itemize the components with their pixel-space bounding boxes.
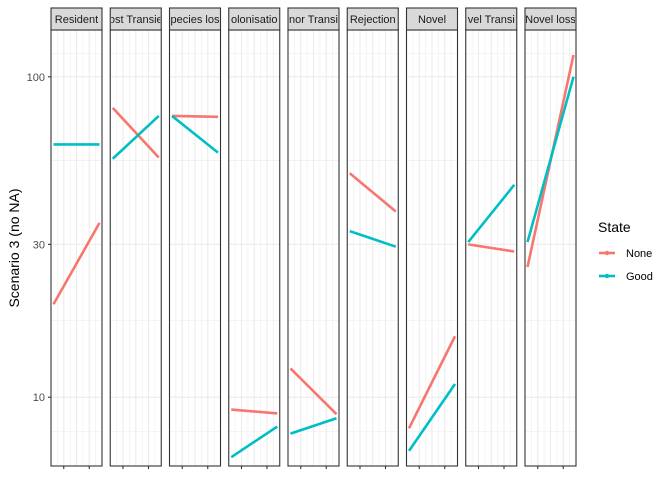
panel-series-group [111,106,160,160]
y-tick-label: 100 [27,72,45,84]
strip-text-group: vel Transi [468,14,515,26]
legend-label-good: Good [626,271,653,283]
strip-background [109,7,162,31]
strip-text-group: Novel [418,14,446,26]
facet-panel: vel Transi [465,7,518,467]
strip-text-group: Rejection [350,14,396,26]
legend-key-dot-good [604,273,610,279]
strip-label: pecies los [171,14,220,26]
strip-label: Rejection [350,14,396,26]
strip-label: Novel loss [525,14,576,26]
strip-background [465,7,518,31]
panel-series-group [407,335,457,452]
panel-series-group [171,114,219,154]
series-line-good [230,425,278,459]
series-line-none [407,335,457,429]
facet-panel: ost Transie [109,7,163,467]
series-line-none [289,367,338,416]
series-line-good [111,114,160,160]
facet-panel: nor Transi [287,7,340,467]
series-line-none [171,114,219,119]
strip-background [50,7,103,31]
series-line-good [349,229,397,248]
legend-title: State [598,219,631,235]
series-line-none [231,408,278,415]
series-line-good [526,76,575,243]
strip-text-group: ost Transie [109,14,163,26]
series-line-good [467,184,516,243]
series-line-good [171,114,219,154]
facet-panel: Novel [405,7,459,467]
facet-panel: pecies los [168,7,222,467]
legend-label-none: None [626,248,652,260]
series-line-good [407,383,457,452]
strip-background [228,7,281,31]
legend-key-dot-none [604,250,610,256]
facet-panel: olonisatio [228,7,281,467]
facet-panel: Resident [50,7,103,467]
strip-text-group: Resident [55,14,98,26]
legend: State None Good [598,219,653,283]
strip-text-group: olonisatio [231,14,277,26]
strip-label: olonisatio [231,14,277,26]
series-line-none [111,106,160,159]
strip-background [405,7,459,31]
strip-label: ost Transie [109,14,163,26]
strip-background [287,7,340,31]
strip-background [524,7,577,31]
panel-series-group [526,54,575,268]
strip-label: Resident [55,14,98,26]
series-line-none [52,222,101,305]
panel-series-group [348,172,397,248]
panel-series-group [52,143,101,305]
y-tick-label: 10 [33,392,45,404]
y-axis-title: Scenario 3 (no NA) [6,188,22,307]
strip-text-group: pecies los [171,14,220,26]
strip-label: vel Transi [468,14,515,26]
strip-background [346,7,399,31]
series-line-none [348,172,397,213]
y-tick-label: 30 [33,239,45,251]
facet-panel: Novel loss [524,7,577,467]
panel-series-group [230,408,278,459]
panel-series-group [289,367,338,435]
strip-background [168,7,222,31]
series-line-good [290,416,337,435]
strip-text-group: Novel loss [525,14,576,26]
strip-label: nor Transi [289,14,338,26]
strip-text-group: nor Transi [289,14,338,26]
strip-label: Novel [418,14,446,26]
facet-panel: Rejection [346,7,399,467]
series-line-none [468,243,515,253]
panel-series-group [467,184,516,253]
